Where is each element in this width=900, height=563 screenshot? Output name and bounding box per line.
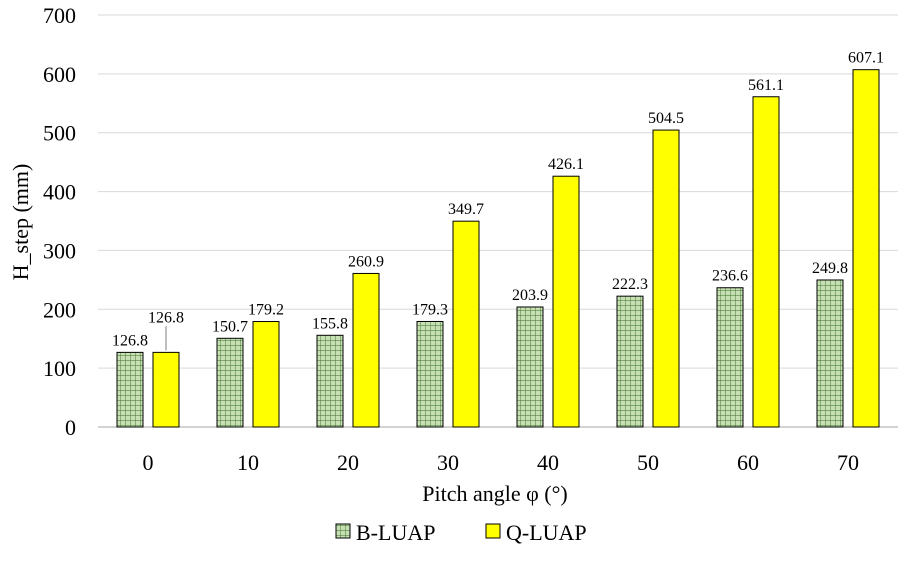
x-tick-label: 20 (337, 450, 359, 475)
bar-b-luap-30 (416, 320, 444, 428)
bar-q-luap-10 (252, 321, 280, 428)
bar-q-luap-0 (152, 351, 180, 428)
y-tick-label: 100 (43, 356, 76, 381)
x-tick-label: 0 (143, 450, 154, 475)
y-tick-label: 600 (43, 62, 76, 87)
bar-q-luap-30 (452, 220, 480, 428)
y-tick-label: 300 (43, 238, 76, 263)
y-tick-label: 700 (43, 3, 76, 28)
bar-b-luap-40 (516, 306, 544, 428)
y-tick-label: 400 (43, 180, 76, 205)
data-label: 155.8 (312, 315, 348, 332)
data-label: 126.8 (148, 309, 184, 326)
legend-label-q-luap: Q-LUAP (506, 520, 587, 545)
data-label: 236.6 (712, 268, 748, 285)
legend: B-LUAP Q-LUAP (335, 520, 587, 545)
data-label: 150.7 (212, 318, 248, 335)
data-label: 179.2 (248, 302, 284, 319)
bar-b-luap-50 (616, 295, 644, 428)
bar-b-luap-0 (116, 351, 144, 428)
bar-q-luap-20 (352, 272, 380, 428)
data-label: 203.9 (512, 287, 548, 304)
bar-b-luap-10 (216, 337, 244, 428)
data-label: 607.1 (848, 50, 884, 67)
legend-swatch-b-luap (335, 523, 351, 539)
x-tick-label: 70 (837, 450, 859, 475)
x-tick-label: 30 (437, 450, 459, 475)
x-tick-label: 10 (237, 450, 259, 475)
data-label: 260.9 (348, 253, 384, 270)
y-tick-label: 0 (65, 415, 76, 440)
bar-q-luap-50 (652, 129, 680, 428)
bar-b-luap-70 (816, 279, 844, 428)
y-axis-ticks: 0 100 200 300 400 500 600 700 (43, 3, 76, 440)
bar-q-luap-70 (852, 69, 880, 428)
x-tick-label: 60 (737, 450, 759, 475)
x-axis-ticks: 0 10 20 30 40 50 60 70 (143, 450, 860, 475)
data-label: 504.5 (648, 110, 684, 127)
y-axis-title: H_step (mm) (8, 164, 33, 281)
x-axis-title: Pitch angle φ (°) (422, 481, 568, 506)
legend-swatch-q-luap (485, 523, 501, 539)
bar-b-luap-20 (316, 334, 344, 428)
data-label: 349.7 (448, 201, 484, 218)
data-label: 126.8 (112, 332, 148, 349)
y-tick-label: 500 (43, 121, 76, 146)
x-tick-label: 50 (637, 450, 659, 475)
data-label: 249.8 (812, 260, 848, 277)
data-label: 561.1 (748, 77, 784, 94)
data-label: 426.1 (548, 156, 584, 173)
data-label: 179.3 (412, 301, 448, 318)
bar-q-luap-40 (552, 175, 580, 428)
y-tick-label: 200 (43, 297, 76, 322)
bar-b-luap-60 (716, 287, 744, 428)
legend-label-b-luap: B-LUAP (356, 520, 435, 545)
bars (116, 69, 880, 428)
x-tick-label: 40 (537, 450, 559, 475)
bar-q-luap-60 (752, 96, 780, 428)
data-label: 222.3 (612, 276, 648, 293)
